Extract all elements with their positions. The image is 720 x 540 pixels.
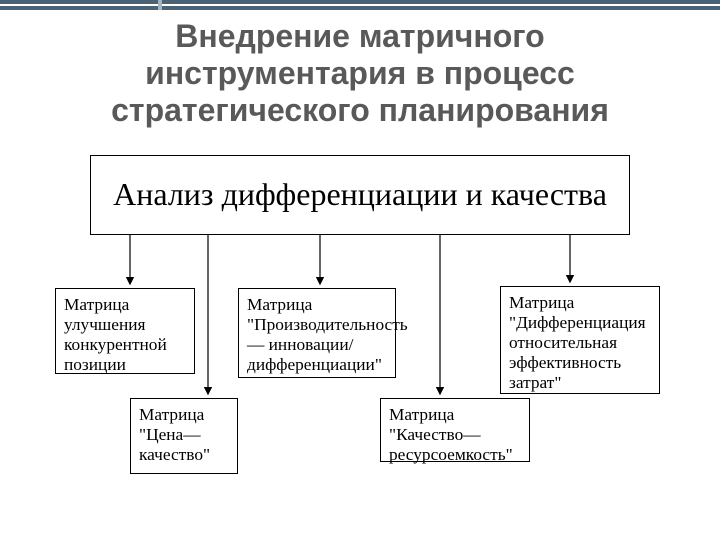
child-node-label: Матрица "Производительность — инновации/… [247, 295, 408, 374]
child-node-label: Матрица улучшения конкурентной позиции [64, 295, 167, 374]
root-node-label: Анализ дифференциации и качества [113, 177, 607, 212]
child-node-box2: Матрица "Цена—качество" [130, 398, 238, 474]
child-node-box1: Матрица улучшения конкурентной позиции [55, 288, 195, 374]
child-node-label: Матрица "Качество—ресурсоемкость" [389, 405, 513, 464]
child-node-box5: Матрица "Дифференциация относительная эф… [500, 286, 660, 394]
root-node: Анализ дифференциации и качества [90, 155, 630, 235]
child-node-box4: Матрица "Качество—ресурсоемкость" [380, 398, 530, 462]
child-node-label: Матрица "Дифференциация относительная эф… [509, 293, 646, 392]
top-accent-bar [0, 0, 720, 10]
child-node-label: Матрица "Цена—качество" [139, 405, 210, 464]
child-node-box3: Матрица "Производительность — инновации/… [238, 288, 396, 378]
slide-title: Внедрение матричного инструментария в пр… [60, 18, 660, 128]
